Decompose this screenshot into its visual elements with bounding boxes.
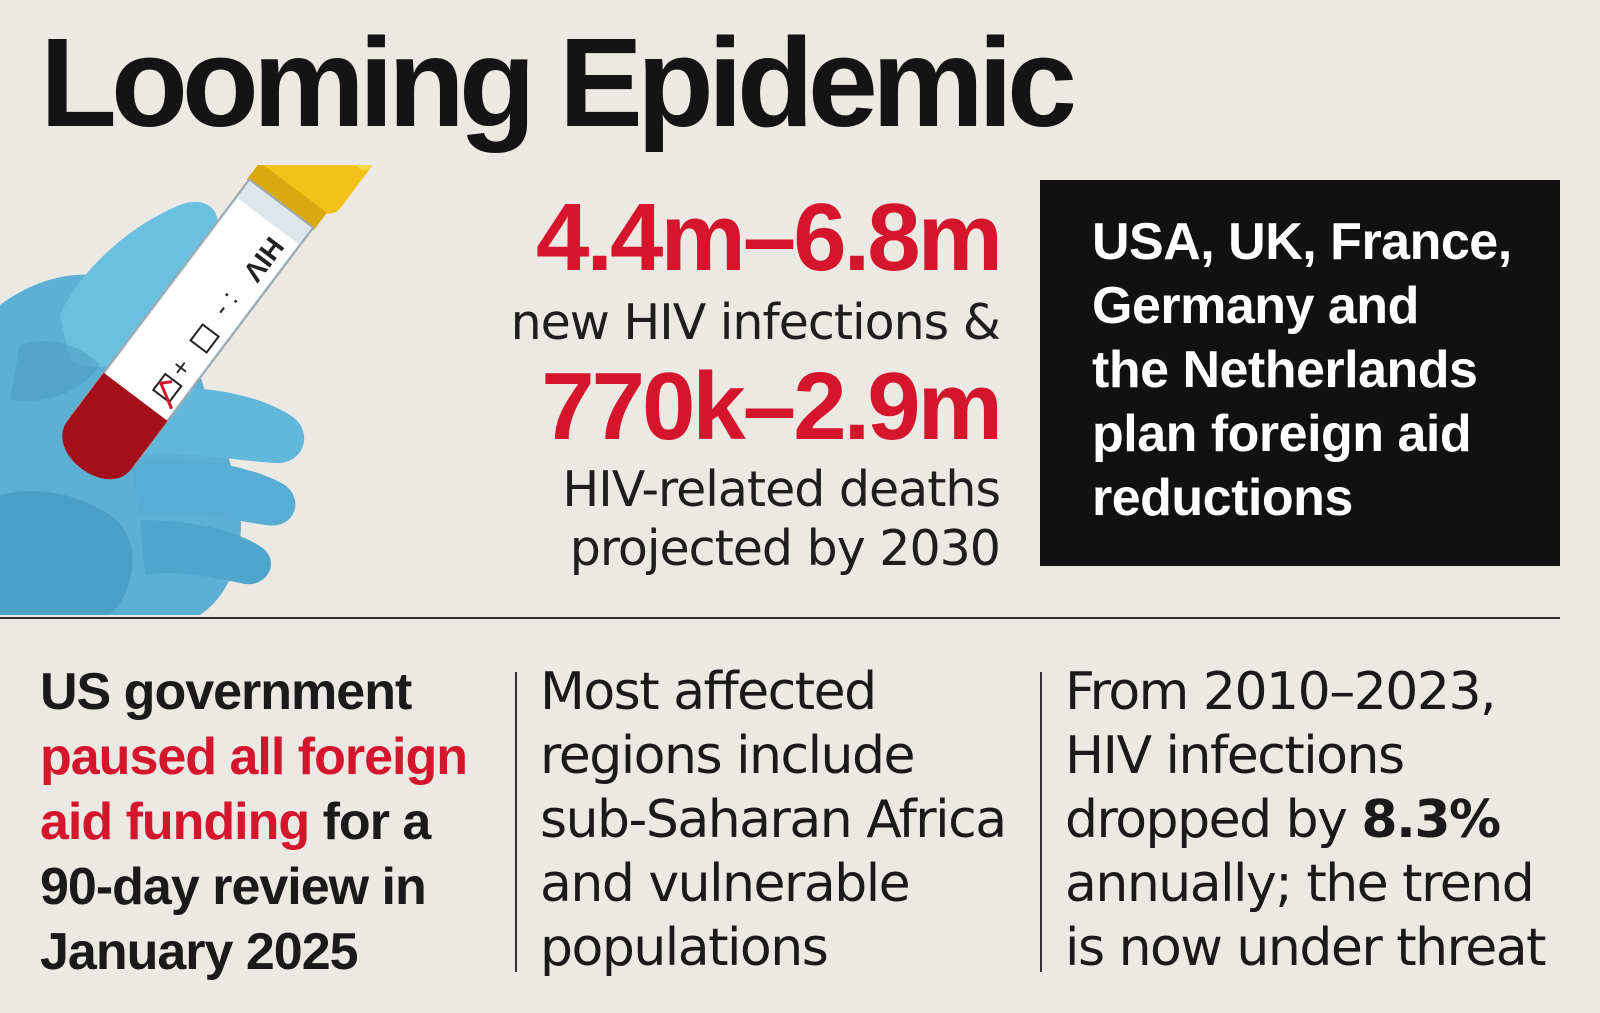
deaths-label-line2: projected by 2030 xyxy=(569,519,1001,577)
infections-label: new HIV infections & xyxy=(510,294,1001,351)
aid-reduction-callout: USA, UK, France, Germany and the Netherl… xyxy=(1040,180,1560,566)
column-separator-1 xyxy=(515,672,517,972)
fact3-line3-pre: dropped by xyxy=(1065,790,1362,850)
test-tube-icon: HIV : - + xyxy=(62,165,374,480)
fact1-line5: January 2025 xyxy=(40,923,359,981)
callout-line-5: reductions xyxy=(1092,469,1353,527)
fact2-line5: populations xyxy=(540,918,829,978)
fact2-line2: regions include xyxy=(540,726,915,786)
fact2-line4: and vulnerable xyxy=(540,854,911,914)
callout-line-4: plan foreign aid xyxy=(1092,405,1472,463)
section-divider xyxy=(0,617,1560,619)
projection-stats: 4.4m–6.8m new HIV infections & 770k–2.9m… xyxy=(380,184,1003,578)
fact3-line4: annually; the trend xyxy=(1065,854,1535,914)
fact3-line2: HIV infections xyxy=(1065,726,1405,786)
fact1-line3-rest: for a xyxy=(309,793,432,851)
column-separator-2 xyxy=(1040,672,1042,972)
fact-affected-regions: Most affected regions include sub-Sahara… xyxy=(540,660,1040,980)
fact2-line1: Most affected xyxy=(540,662,877,722)
callout-line-3: the Netherlands xyxy=(1092,341,1478,399)
fact3-line5: is now under threat xyxy=(1065,918,1547,978)
fact-us-funding-pause: US government paused all foreign aid fun… xyxy=(40,660,510,985)
fact3-line1: From 2010–2023, xyxy=(1065,662,1497,722)
deaths-range: 770k–2.9m xyxy=(541,352,1003,460)
callout-line-2: Germany and xyxy=(1092,277,1419,335)
callout-line-1: USA, UK, France, xyxy=(1092,213,1512,271)
headline-title: Looming Epidemic xyxy=(40,12,1077,153)
fact1-line2-highlight: paused all foreign xyxy=(40,728,468,786)
infections-range: 4.4m–6.8m xyxy=(535,184,1003,291)
fact3-line3: dropped by 8.3% xyxy=(1065,788,1585,852)
fact1-line4: 90-day review in xyxy=(40,858,427,916)
fact1-line3-highlight: aid funding xyxy=(40,793,310,851)
fact1-line1: US government xyxy=(40,663,412,721)
deaths-label-line1: HIV-related deaths xyxy=(562,460,1001,518)
fact-infection-trend: From 2010–2023, HIV infections dropped b… xyxy=(1065,660,1585,980)
gloved-hand-test-tube-illustration: HIV : - + xyxy=(0,165,374,615)
fact2-line3: sub-Saharan Africa xyxy=(540,790,1007,850)
fact1-line3: aid funding for a xyxy=(40,790,510,855)
fact3-line3-percent: 8.3% xyxy=(1361,790,1501,850)
